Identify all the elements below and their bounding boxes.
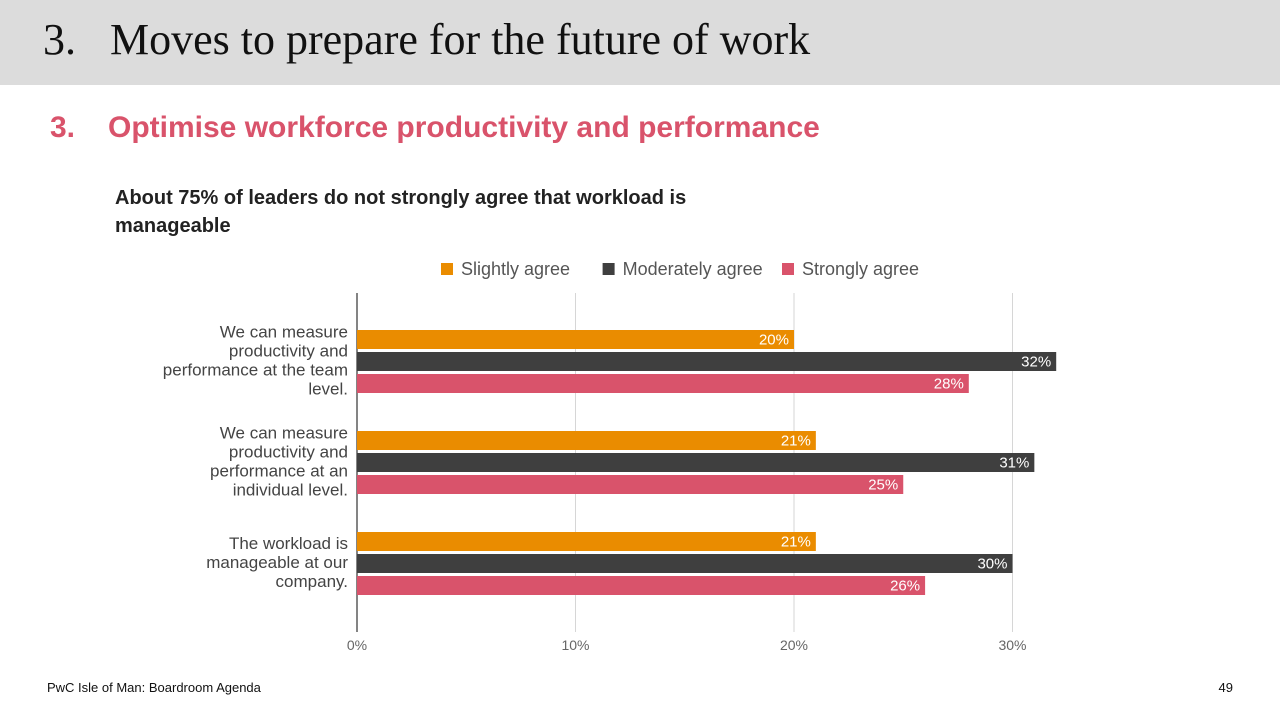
bar-value-label: 20% xyxy=(759,332,789,349)
bar-value-label: 21% xyxy=(781,534,811,551)
category-label: performance at an xyxy=(210,462,348,481)
bar xyxy=(357,431,816,450)
bar-value-label: 21% xyxy=(781,433,811,450)
bar-value-label: 25% xyxy=(868,477,898,494)
category-label: level. xyxy=(308,380,348,399)
footer-source: PwC Isle of Man: Boardroom Agenda xyxy=(47,680,261,695)
category-label: The workload is xyxy=(229,534,348,553)
x-tick-label: 10% xyxy=(561,637,589,653)
slide-title-number: 3. xyxy=(43,15,76,64)
bar xyxy=(357,532,816,551)
title-bar xyxy=(0,0,1280,85)
bar-value-label: 30% xyxy=(977,556,1007,573)
bar-value-label: 32% xyxy=(1021,354,1051,371)
legend-swatch xyxy=(782,263,794,275)
category-label: We can measure xyxy=(220,424,348,443)
category-label: We can measure xyxy=(220,323,348,342)
legend-label: Slightly agree xyxy=(461,259,570,279)
chart-title: About 75% of leaders do not strongly agr… xyxy=(115,187,687,237)
legend-swatch xyxy=(441,263,453,275)
x-tick-label: 0% xyxy=(347,637,367,653)
bar xyxy=(357,374,969,393)
section-subtitle: 3. Optimise workforce productivity and pe… xyxy=(50,111,820,145)
bar-value-label: 31% xyxy=(999,455,1029,472)
bar xyxy=(357,352,1057,371)
legend-label: Strongly agree xyxy=(802,259,919,279)
x-tick-label: 20% xyxy=(780,637,808,653)
legend-label: Moderately agree xyxy=(623,259,763,279)
section-subtitle-number: 3. xyxy=(50,111,76,144)
slide-title: 3. Moves to prepare for the future of wor… xyxy=(43,14,810,65)
page-number: 49 xyxy=(1218,680,1233,695)
bar xyxy=(357,453,1035,472)
legend-swatch xyxy=(602,263,615,275)
category-label: productivity and xyxy=(229,342,348,361)
slide-title-text: Moves to prepare for the future of work xyxy=(110,15,811,64)
bar xyxy=(357,576,926,595)
bar xyxy=(357,475,904,494)
bar-value-label: 26% xyxy=(890,578,920,595)
category-label: company. xyxy=(276,572,348,591)
category-label: performance at the team xyxy=(163,361,348,380)
bar xyxy=(357,330,794,349)
bar xyxy=(357,554,1013,573)
category-label: individual level. xyxy=(233,481,348,500)
bar-value-label: 28% xyxy=(934,376,964,393)
x-tick-label: 30% xyxy=(998,637,1026,653)
section-subtitle-text: Optimise workforce productivity and perf… xyxy=(108,111,820,144)
category-label: manageable at our xyxy=(206,553,348,572)
category-label: productivity and xyxy=(229,443,348,462)
